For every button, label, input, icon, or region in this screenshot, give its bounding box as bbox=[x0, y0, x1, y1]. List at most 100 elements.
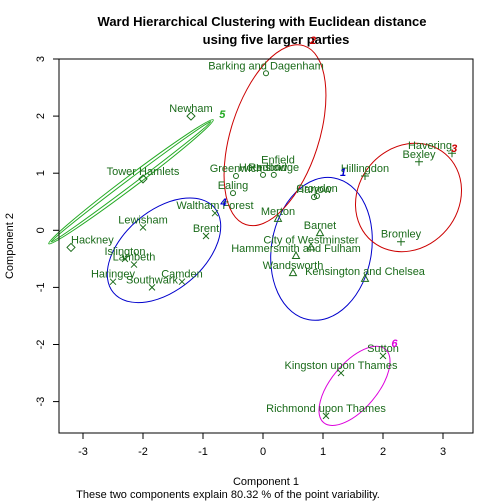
data-point-marker bbox=[361, 172, 369, 181]
data-point-label: Sutton bbox=[367, 343, 399, 355]
data-point-marker bbox=[186, 111, 196, 121]
cluster-number-4: 4 bbox=[220, 197, 227, 209]
data-point-marker bbox=[139, 224, 147, 231]
data-point-marker bbox=[288, 268, 298, 277]
data-point-marker bbox=[360, 273, 370, 282]
data-point-marker bbox=[322, 412, 330, 420]
chart-title-line1: Ward Hierarchical Clustering with Euclid… bbox=[98, 14, 427, 29]
y-tick-label: 2 bbox=[35, 113, 47, 119]
data-point-marker bbox=[148, 284, 156, 291]
data-point-marker bbox=[275, 164, 281, 171]
data-point-marker bbox=[202, 232, 210, 240]
y-tick-label: 0 bbox=[35, 227, 47, 233]
data-point-marker bbox=[415, 157, 423, 166]
cluster-ellipse-5 bbox=[48, 119, 214, 245]
cluster-ellipse-4 bbox=[106, 197, 222, 304]
x-tick-label: 2 bbox=[380, 446, 386, 458]
data-point-label: Hackney bbox=[71, 234, 114, 246]
data-point-marker bbox=[314, 193, 320, 200]
x-tick-label: 3 bbox=[440, 446, 446, 458]
data-point-label: Croydon bbox=[296, 183, 338, 195]
cluster-ellipse-6 bbox=[318, 345, 391, 427]
data-point-label: Ealing bbox=[218, 180, 249, 192]
data-point-marker bbox=[138, 174, 148, 184]
data-point-marker bbox=[315, 228, 325, 237]
data-point-label: Merton bbox=[261, 206, 295, 218]
x-tick-label: 1 bbox=[320, 446, 326, 458]
x-tick-label: 0 bbox=[260, 446, 266, 458]
data-point-marker bbox=[448, 149, 456, 158]
data-point-marker bbox=[306, 242, 316, 251]
data-points: Barking and Dagenham Hackney Newham Tower H… bbox=[66, 60, 456, 420]
variability-footnote: These two components explain 80.32 % of … bbox=[76, 489, 380, 501]
y-tick-label: -2 bbox=[35, 340, 47, 350]
y-axis-label: Component 2 bbox=[4, 213, 16, 279]
data-point-label: Kingston upon Thames bbox=[285, 360, 398, 372]
data-point-marker bbox=[379, 352, 387, 360]
data-point-label: Harrow bbox=[296, 184, 332, 196]
data-point-marker bbox=[270, 171, 277, 178]
data-point-label: Bexley bbox=[402, 149, 436, 161]
data-point-marker bbox=[66, 242, 76, 253]
x-tick-label: -3 bbox=[78, 446, 88, 458]
cluster-ellipse-3 bbox=[354, 142, 463, 253]
data-point-label: Camden bbox=[161, 269, 203, 281]
x-axis: -3 -2 -1 0 1 2 3 bbox=[78, 433, 446, 458]
data-point-label: Wandsworth bbox=[263, 260, 324, 272]
data-point-marker bbox=[178, 278, 186, 286]
data-point-label: Hillingdon bbox=[341, 163, 389, 175]
y-axis: -3 -2 -1 0 1 2 3 bbox=[35, 56, 59, 407]
data-point-label: Havering bbox=[408, 140, 452, 152]
data-point-label: Newham bbox=[169, 103, 212, 115]
cluster-number-6: 6 bbox=[391, 338, 398, 350]
data-point-marker bbox=[263, 70, 269, 77]
data-point-marker bbox=[230, 190, 236, 197]
cluster-ellipse-2 bbox=[223, 44, 327, 227]
data-point-marker bbox=[311, 194, 317, 201]
data-point-label: Brent bbox=[193, 223, 219, 235]
data-point-label: Barnet bbox=[304, 220, 336, 232]
data-point-marker bbox=[397, 237, 405, 246]
data-point-marker bbox=[273, 213, 283, 222]
data-point-label: Hounslow bbox=[239, 162, 287, 174]
data-point-marker bbox=[260, 171, 266, 178]
cluster-labels: 1 2 3 4 5 6 bbox=[219, 35, 457, 350]
cluster-ellipse-inner-5 bbox=[50, 121, 212, 243]
cluster-number-2: 2 bbox=[309, 35, 316, 47]
cluster-ellipse-1 bbox=[270, 176, 373, 321]
data-point-label: Kensington and Chelsea bbox=[305, 266, 426, 278]
data-point-label: Lambeth bbox=[113, 252, 156, 264]
data-point-marker bbox=[211, 209, 219, 217]
data-point-label: Enfield bbox=[261, 154, 295, 166]
chart-title-line2: using five larger parties bbox=[203, 32, 350, 47]
y-tick-label: 1 bbox=[35, 170, 47, 176]
data-point-label: Richmond upon Thames bbox=[266, 403, 386, 415]
data-point-label: Haringey bbox=[91, 269, 136, 281]
data-point-label: Barking and Dagenham bbox=[208, 60, 324, 72]
data-point-marker bbox=[109, 278, 117, 286]
y-tick-label: -1 bbox=[35, 283, 47, 293]
y-tick-label: 3 bbox=[35, 56, 47, 62]
data-point-label: Waltham Forest bbox=[176, 200, 253, 212]
data-point-label: Islington bbox=[105, 246, 146, 258]
cluster-number-3: 3 bbox=[451, 143, 457, 155]
data-point-label: Southwark bbox=[126, 274, 178, 286]
cluster-ellipses bbox=[48, 44, 463, 427]
data-point-marker bbox=[121, 255, 129, 263]
data-point-label: Hammersmith and Fulham bbox=[231, 243, 361, 255]
data-point-marker bbox=[337, 369, 345, 377]
data-point-marker bbox=[233, 173, 239, 180]
x-axis-label: Component 1 bbox=[233, 476, 299, 488]
data-point-label: Greenwich bbox=[210, 163, 263, 175]
data-point-marker bbox=[130, 261, 138, 268]
data-point-label: Tower Hamlets bbox=[107, 166, 180, 178]
cluster-number-1: 1 bbox=[340, 167, 346, 179]
data-point-label: Lewisham bbox=[118, 214, 168, 226]
data-point-label: Redbridge bbox=[248, 162, 299, 174]
cluster-number-5: 5 bbox=[219, 109, 226, 121]
data-point-label: City of Westminster bbox=[263, 234, 358, 246]
data-point-label: Bromley bbox=[381, 229, 422, 241]
y-tick-label: -3 bbox=[35, 397, 47, 407]
x-tick-label: -1 bbox=[198, 446, 208, 458]
